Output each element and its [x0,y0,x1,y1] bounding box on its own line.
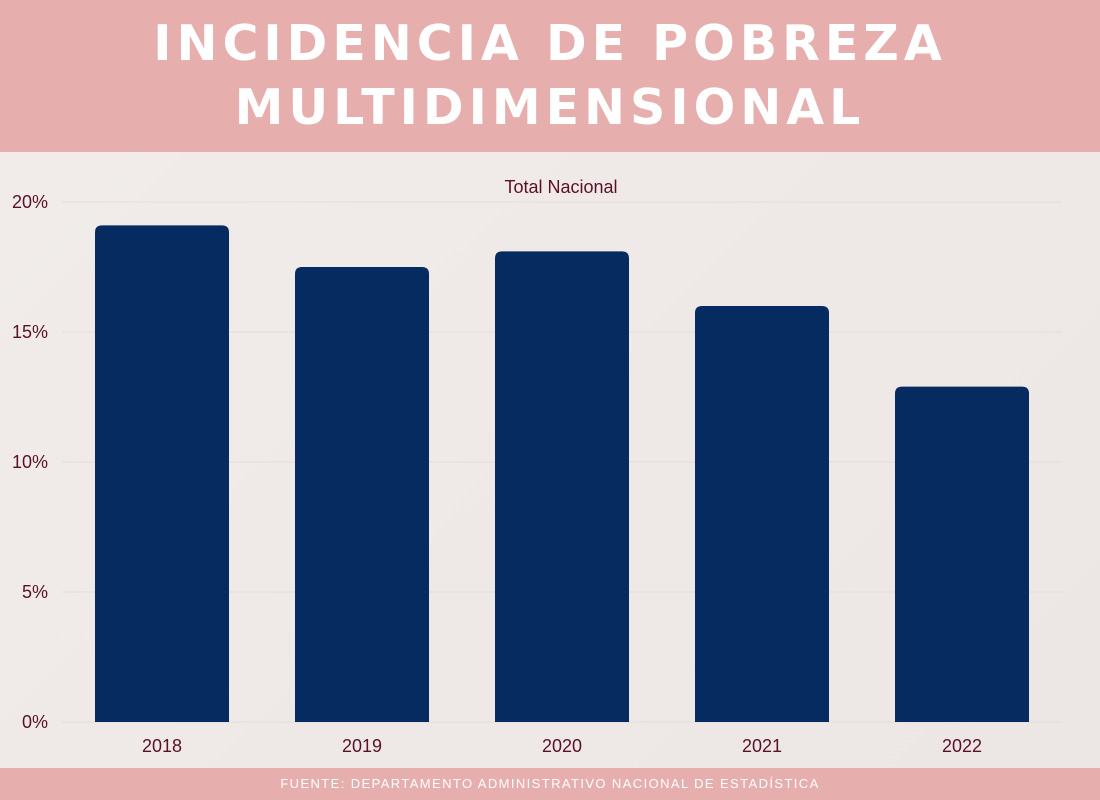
y-tick-label: 15% [12,322,48,342]
y-tick-label: 0% [22,712,48,732]
y-tick-label: 5% [22,582,48,602]
bar-chart: 0% 5% 10% 15% 20% 2018 2019 2020 2021 2022 Total… [12,177,1062,756]
bar-2021 [695,306,829,722]
bar-2018 [95,225,229,722]
page-title-line-1: INCIDENCIA DE POBREZA [153,15,947,72]
title-banner: INCIDENCIA DE POBREZA MULTIDIMENSIONAL [0,0,1100,152]
x-axis-ticks: 2018 2019 2020 2021 2022 [142,736,982,756]
y-tick-label: 10% [12,452,48,472]
x-tick-label: 2021 [742,736,782,756]
bar-2019 [295,267,429,722]
bars [95,225,1029,722]
chart-title: Total Nacional [504,177,617,197]
x-tick-label: 2022 [942,736,982,756]
y-tick-label: 20% [12,192,48,212]
source-footer: FUENTE: DEPARTAMENTO ADMINISTRATIVO NACI… [0,768,1100,800]
page-title-line-2: MULTIDIMENSIONAL [234,79,866,136]
x-tick-label: 2018 [142,736,182,756]
bar-2022 [895,386,1029,722]
y-axis-ticks: 0% 5% 10% 15% 20% [12,192,48,732]
bar-2020 [495,251,629,722]
x-tick-label: 2020 [542,736,582,756]
x-tick-label: 2019 [342,736,382,756]
